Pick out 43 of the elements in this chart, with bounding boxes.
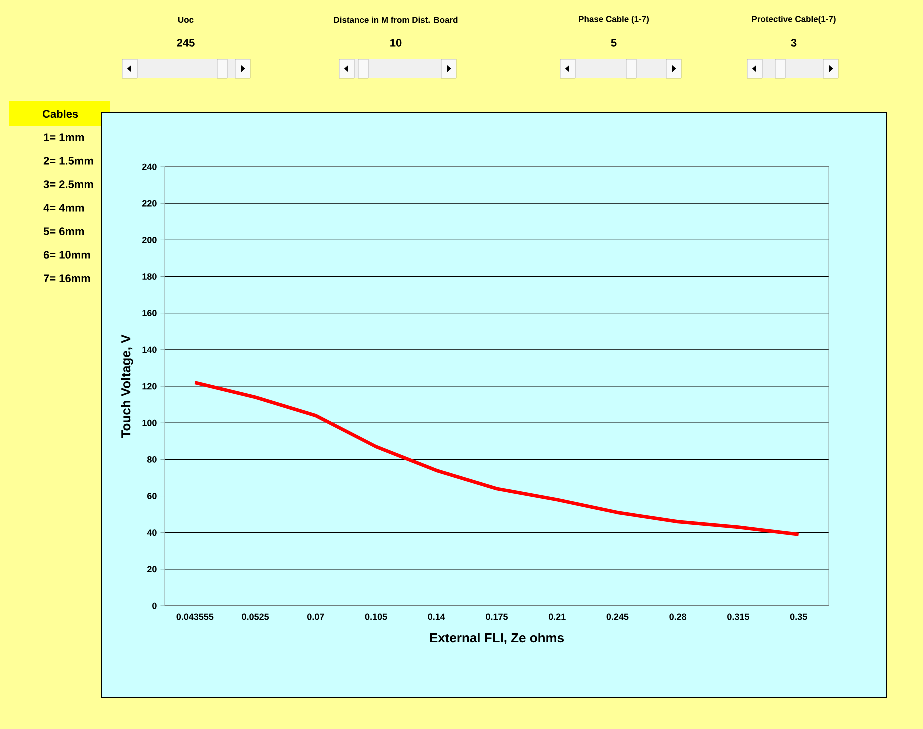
text: Cables [42, 110, 78, 118]
text: 5 [611, 39, 617, 47]
text: 4= 4mm [44, 204, 84, 212]
x-tick-label: 0.315 [728, 614, 750, 620]
y-tick-label: 60 [148, 493, 157, 500]
x-tick-label: 0.0525 [242, 614, 270, 620]
x-tick-label: 0.175 [486, 614, 508, 620]
text: 5= 6mm [44, 228, 84, 236]
y-tick-label: 120 [142, 383, 157, 390]
y-tick-label: 80 [147, 456, 157, 463]
x-tick-label: 0.043555 [176, 614, 214, 620]
y-tick-label: 220 [142, 200, 157, 207]
text: Distance in M from Dist. Board [334, 16, 458, 24]
y-axis-title: Touch Voltage, V [121, 334, 134, 438]
y-tick-label: 0 [152, 602, 157, 610]
y-tick-label: 20 [148, 566, 157, 573]
x-tick-label: 0.07 [308, 614, 324, 620]
y-tick-label: 140 [142, 346, 157, 354]
text: 3= 2.5mm [44, 180, 94, 188]
text: 2= 1.5mm [44, 157, 94, 165]
x-tick-label: 0.21 [548, 614, 566, 620]
text: 7= 16mm [44, 274, 90, 282]
text: 10 [390, 39, 402, 47]
x-tick-label: 0.245 [606, 614, 629, 620]
y-tick-label: 200 [142, 236, 157, 244]
x-axis-title: External FLI, Ze ohms [430, 633, 564, 644]
text: Uoc [178, 17, 194, 23]
text: 245 [177, 39, 195, 47]
x-tick-label: 0.14 [428, 614, 446, 620]
x-tick-label: 0.35 [790, 614, 808, 620]
y-tick-label: 160 [142, 310, 157, 317]
x-tick-label: 0.28 [670, 614, 687, 620]
y-tick-label: 40 [147, 530, 157, 536]
text: Phase Cable (1-7) [579, 16, 649, 24]
line-series [193, 381, 801, 536]
y-tick-label: 100 [142, 420, 157, 426]
y-tick-label: 180 [142, 274, 157, 280]
x-tick-label: 0.105 [365, 614, 388, 620]
y-tick-label: 240 [142, 164, 157, 170]
text: 1= 1mm [44, 134, 84, 142]
text: Protective Cable(1-7) [752, 16, 836, 24]
text: 6= 10mm [44, 251, 90, 259]
text: 3 [791, 39, 797, 47]
